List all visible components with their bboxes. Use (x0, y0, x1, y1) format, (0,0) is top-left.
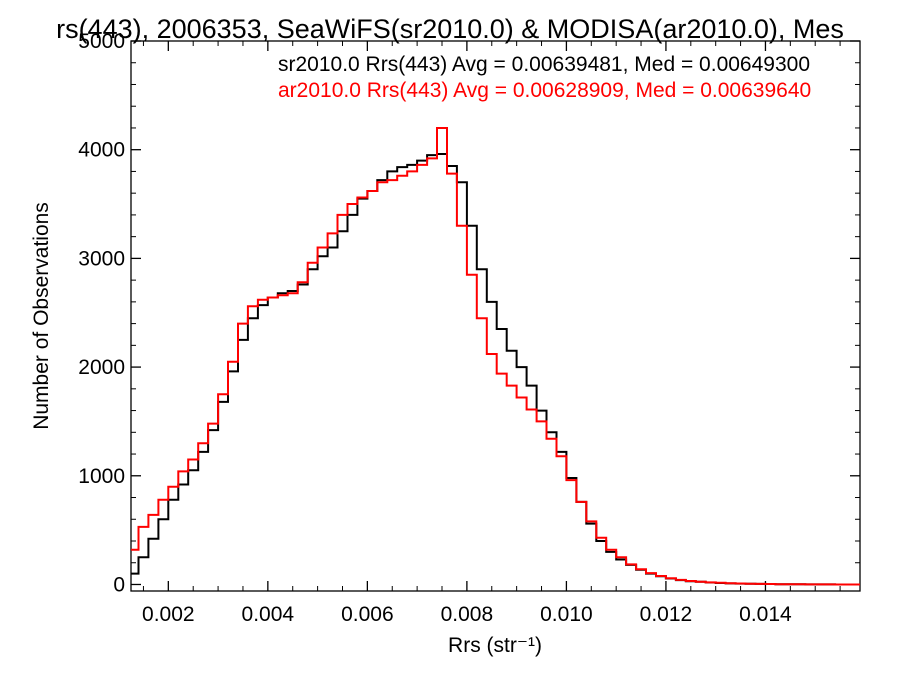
series-line-1 (131, 153, 860, 586)
x-tick-label: 0.012 (640, 603, 693, 626)
y-tick-label: 4000 (78, 139, 125, 162)
chart-title: rs(443), 2006353, SeaWiFS(sr2010.0) & MO… (56, 14, 844, 44)
x-tick-label: 0.008 (441, 603, 494, 626)
y-tick-label: 3000 (78, 247, 125, 270)
x-tick-label: 0.014 (739, 603, 792, 626)
series-layer (131, 127, 860, 586)
legend-entry-1: sr2010.0 Rrs(443) Avg = 0.00639481, Med … (278, 53, 810, 76)
y-tick-label: 2000 (78, 356, 125, 379)
plot-frame (130, 40, 861, 592)
x-tick-label: 0.010 (540, 603, 593, 626)
series-line-2 (131, 127, 860, 586)
x-tick-label: 0.006 (341, 603, 394, 626)
y-axis-label: Number of Observations (30, 202, 53, 430)
legend: sr2010.0 Rrs(443) Avg = 0.00639481, Med … (278, 53, 811, 102)
y-tick-label: 1000 (78, 465, 125, 488)
legend-entry-2: ar2010.0 Rrs(443) Avg = 0.00628909, Med … (278, 79, 811, 102)
x-axis-label: Rrs (str⁻¹) (448, 634, 542, 657)
y-tick-label: 5000 (78, 30, 125, 53)
y-tick-label: 0 (113, 573, 125, 596)
axis-ticks: 0.002 0.004 0.006 0.008 0.010 0.012 0.014 0 1000… (78, 30, 860, 626)
x-tick-label: 0.002 (142, 603, 195, 626)
x-tick-label: 0.004 (242, 603, 295, 626)
